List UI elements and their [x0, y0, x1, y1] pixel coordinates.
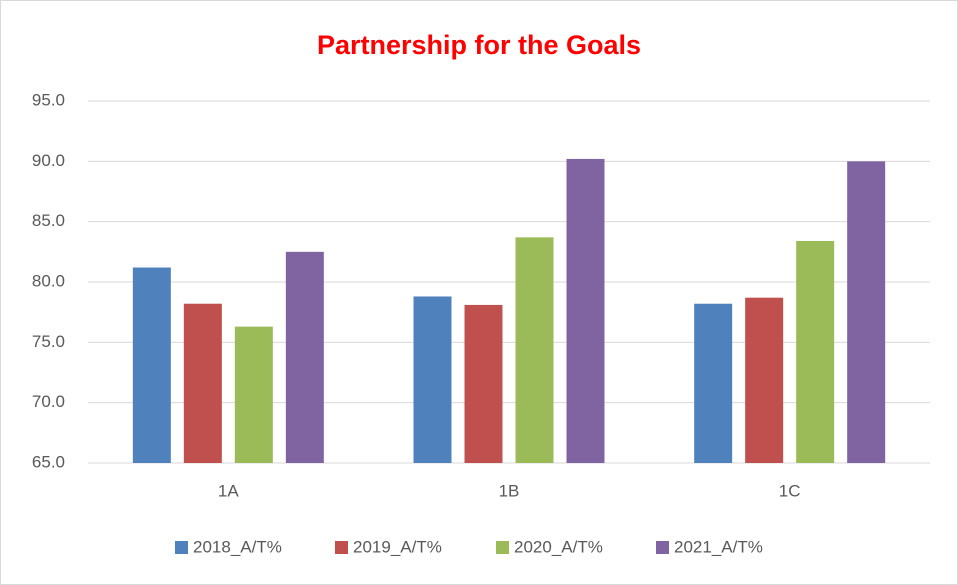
legend-label: 2020_A/T%: [514, 537, 603, 556]
bar: [132, 267, 171, 463]
bar: [464, 304, 503, 463]
y-tick-label: 85.0: [32, 211, 65, 230]
x-tick-label: 1C: [779, 481, 801, 500]
bar: [183, 303, 222, 463]
legend-swatch: [175, 541, 188, 554]
legend-swatch: [335, 541, 348, 554]
bar: [796, 240, 835, 463]
bar: [745, 297, 784, 463]
bar: [694, 303, 733, 463]
legend-label: 2019_A/T%: [353, 537, 442, 556]
legend-swatch: [496, 541, 509, 554]
y-tick-label: 70.0: [32, 392, 65, 411]
x-tick-label: 1A: [218, 481, 239, 500]
y-tick-label: 80.0: [32, 271, 65, 290]
bar: [413, 296, 452, 463]
y-tick-label: 95.0: [32, 90, 65, 109]
y-tick-label: 90.0: [32, 151, 65, 170]
y-tick-label: 75.0: [32, 332, 65, 351]
bar: [285, 251, 324, 463]
bar: [566, 158, 605, 464]
legend-swatch: [656, 541, 669, 554]
bar: [847, 161, 886, 464]
legend-label: 2021_A/T%: [674, 537, 763, 556]
y-tick-label: 65.0: [32, 452, 65, 471]
legend-label: 2018_A/T%: [193, 537, 282, 556]
bar: [234, 326, 273, 463]
chart-title: Partnership for the Goals: [317, 30, 641, 60]
x-tick-label: 1B: [499, 481, 520, 500]
bar: [515, 237, 554, 463]
